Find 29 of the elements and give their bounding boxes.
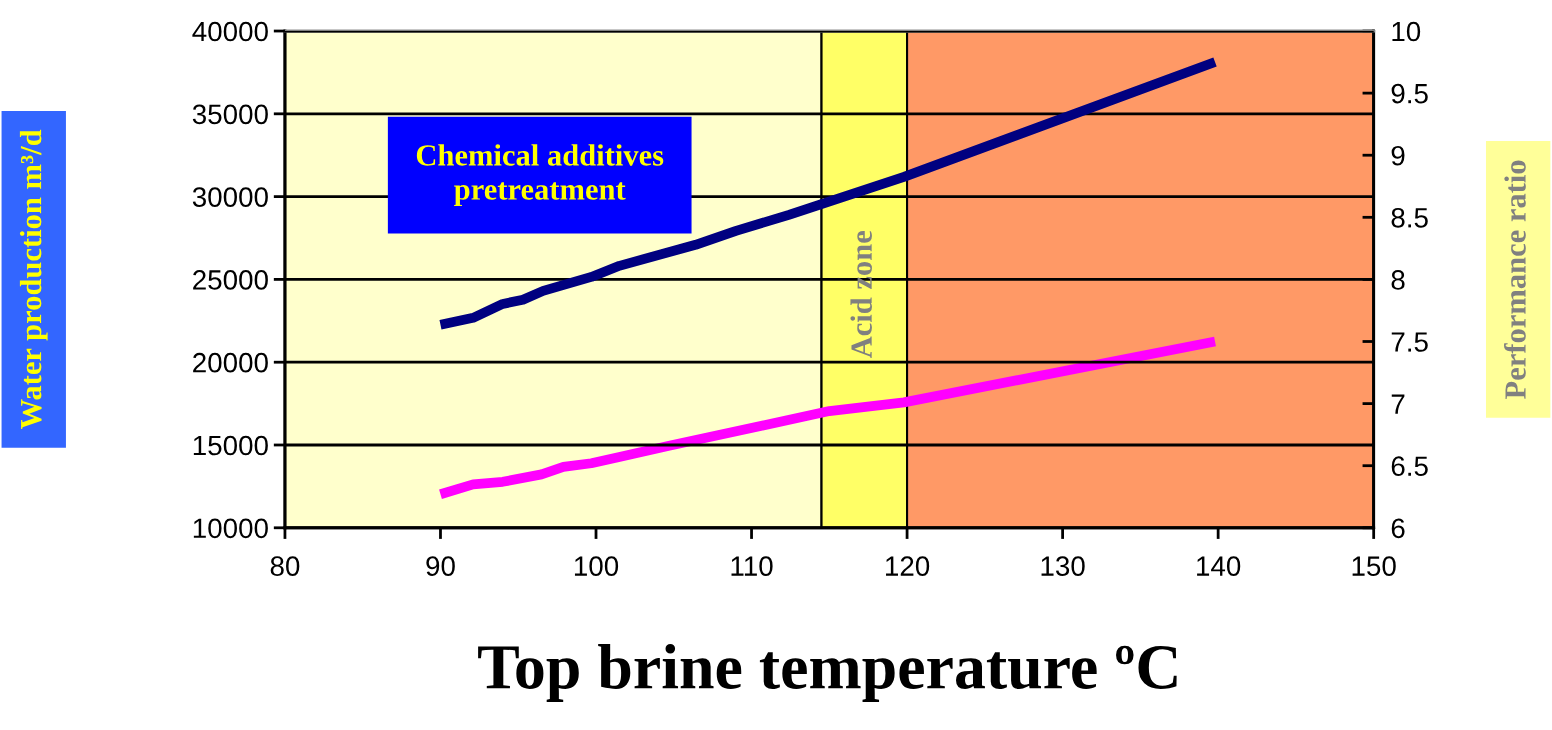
y2-tick-label: 9.5 [1391,83,1428,104]
y2-tick-label: 7.5 [1391,332,1428,352]
y2-tick-label: 6.5 [1391,456,1428,477]
y2-tick-label: 10 [1392,21,1421,42]
x-tick-label: 110 [731,556,773,576]
x-tick-label: 140 [1197,556,1241,576]
x-axis-title: Top brine temperature ºC [478,643,1177,702]
x-tick-label: 150 [1352,556,1396,576]
x-tick-label: 90 [426,556,455,576]
x-tick-label: 120 [886,556,930,576]
x-tick-label: 130 [1041,556,1085,576]
x-tick-label: 80 [270,556,300,576]
x-tick-label: 100 [574,556,619,576]
y2-tick-label: 8 [1391,270,1405,290]
y-tick-label: 30000 [192,187,268,207]
y2-tick-label: 7 [1391,394,1405,414]
y-tick-label: 25000 [193,270,268,290]
y-tick-label: 20000 [193,352,268,373]
y-tick-label: 15000 [193,435,268,456]
y2-tick-label: 9 [1391,145,1405,166]
y-tick-label: 10000 [193,518,268,539]
y-axis-title: Water production m³/d [19,129,48,430]
y-tick-label: 40000 [192,21,268,42]
y-tick-label: 35000 [192,104,268,125]
y2-axis-title: Performance ratio [1504,160,1526,399]
y2-tick-label: 6 [1391,518,1405,539]
annotation: Chemical additives pretreatment [416,144,664,206]
band-label: Acid zone [850,231,872,359]
y2-tick-label: 8.5 [1391,207,1428,228]
